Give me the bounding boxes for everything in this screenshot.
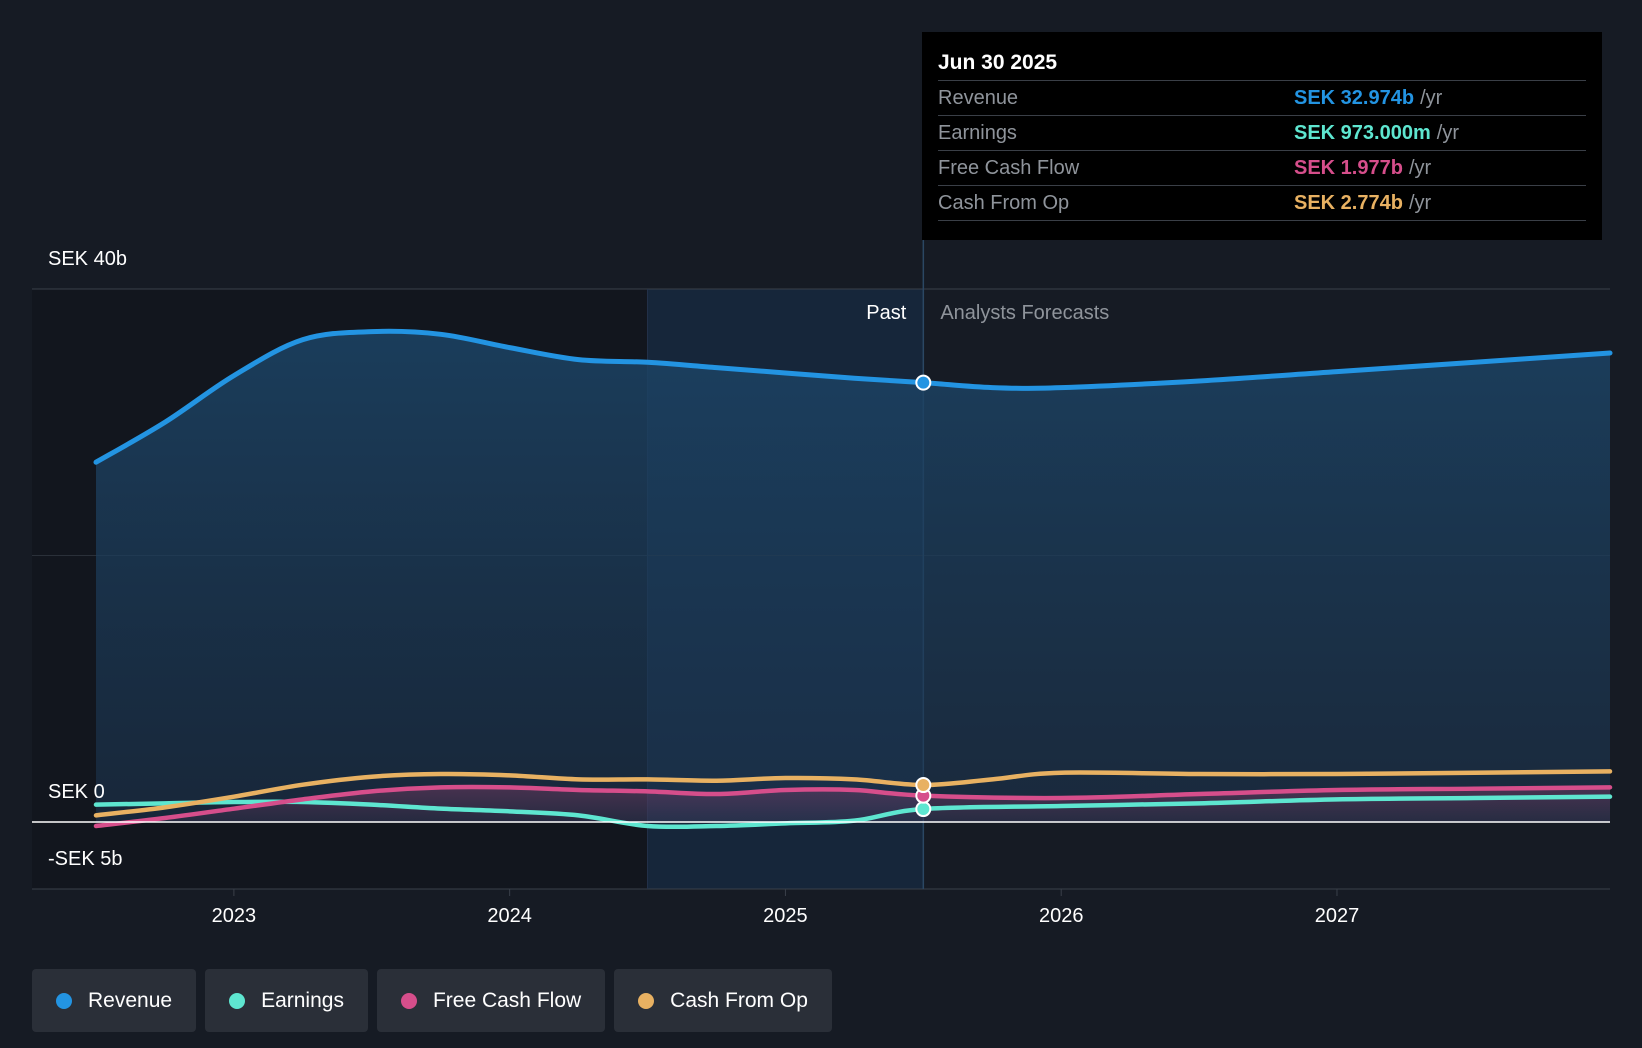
y-tick-label: -SEK 5b: [48, 848, 122, 870]
x-tick-label: 2024: [487, 905, 532, 927]
legend-item-free-cash-flow[interactable]: Free Cash Flow: [376, 969, 606, 1032]
cash-from-op-line: [93, 769, 1613, 818]
y-tick-label: SEK 0: [48, 781, 105, 803]
tooltip-unit: /yr: [1408, 157, 1432, 179]
tooltip-value: SEK 2.774b: [1294, 192, 1403, 214]
x-tick-label: 2027: [1315, 905, 1360, 927]
tooltip-label: Revenue: [938, 87, 1019, 109]
legend-item-revenue[interactable]: Revenue: [32, 969, 197, 1032]
legend-label: Revenue: [88, 988, 173, 1012]
free-cash-flow-dot-icon: [400, 992, 417, 1009]
tooltip-row-cash-from-op: Cash From Op SEK 2.774b /yr: [938, 185, 1586, 221]
tooltip-label: Cash From Op: [938, 192, 1070, 214]
tooltip-row-earnings: Earnings SEK 973.000m /yr: [938, 115, 1586, 150]
revenue-area: [96, 331, 1610, 822]
earnings-dot-icon: [229, 992, 246, 1009]
legend-label: Free Cash Flow: [432, 988, 582, 1012]
tooltip-label: Free Cash Flow: [938, 157, 1080, 179]
tooltip-unit: /yr: [1436, 122, 1459, 144]
x-tick-label: 2025: [763, 905, 808, 927]
tooltip-row-free-cash-flow: Free Cash Flow SEK 1.977b /yr: [938, 150, 1586, 185]
legend-item-earnings[interactable]: Earnings: [205, 969, 368, 1032]
tooltip-value: SEK 1.977b: [1294, 157, 1403, 179]
legend-label: Earnings: [261, 988, 344, 1012]
legend-label: Cash From Op: [670, 988, 808, 1012]
tooltip-row-revenue: Revenue SEK 32.974b /yr: [938, 80, 1586, 115]
cash-from-op-dot-icon: [638, 992, 655, 1009]
y-tick-label: SEK 40b: [48, 248, 127, 270]
x-tick-label: 2026: [1039, 905, 1084, 927]
revenue-marker: [915, 374, 932, 391]
free-cash-flow-line: [93, 784, 1613, 829]
tooltip-date: Jun 30 2025: [938, 51, 1058, 74]
earnings-marker: [915, 801, 932, 818]
x-tick-label: 2023: [212, 905, 257, 927]
cash-from-op-marker: [915, 777, 932, 794]
legend: Revenue Earnings Free Cash Flow Cash Fro…: [32, 969, 841, 1032]
tooltip-value: SEK 32.974b: [1294, 87, 1415, 109]
free-cash-flow-area: [96, 786, 1610, 826]
revenue-line: [93, 328, 1613, 465]
revenue-dot-icon: [56, 992, 72, 1009]
legend-item-cash-from-op[interactable]: Cash From Op: [614, 969, 832, 1032]
tooltip-unit: /yr: [1408, 192, 1432, 214]
tooltip-unit: /yr: [1420, 87, 1443, 109]
forecast-label: Analysts Forecasts: [940, 302, 1109, 324]
past-label: Past: [866, 302, 906, 324]
tooltip-label: Earnings: [938, 122, 1017, 144]
tooltip-value: SEK 973.000m: [1294, 122, 1431, 144]
earnings-line: [93, 794, 1613, 830]
tooltip: Jun 30 2025 Revenue SEK 32.974b /yr Earn…: [922, 32, 1602, 240]
